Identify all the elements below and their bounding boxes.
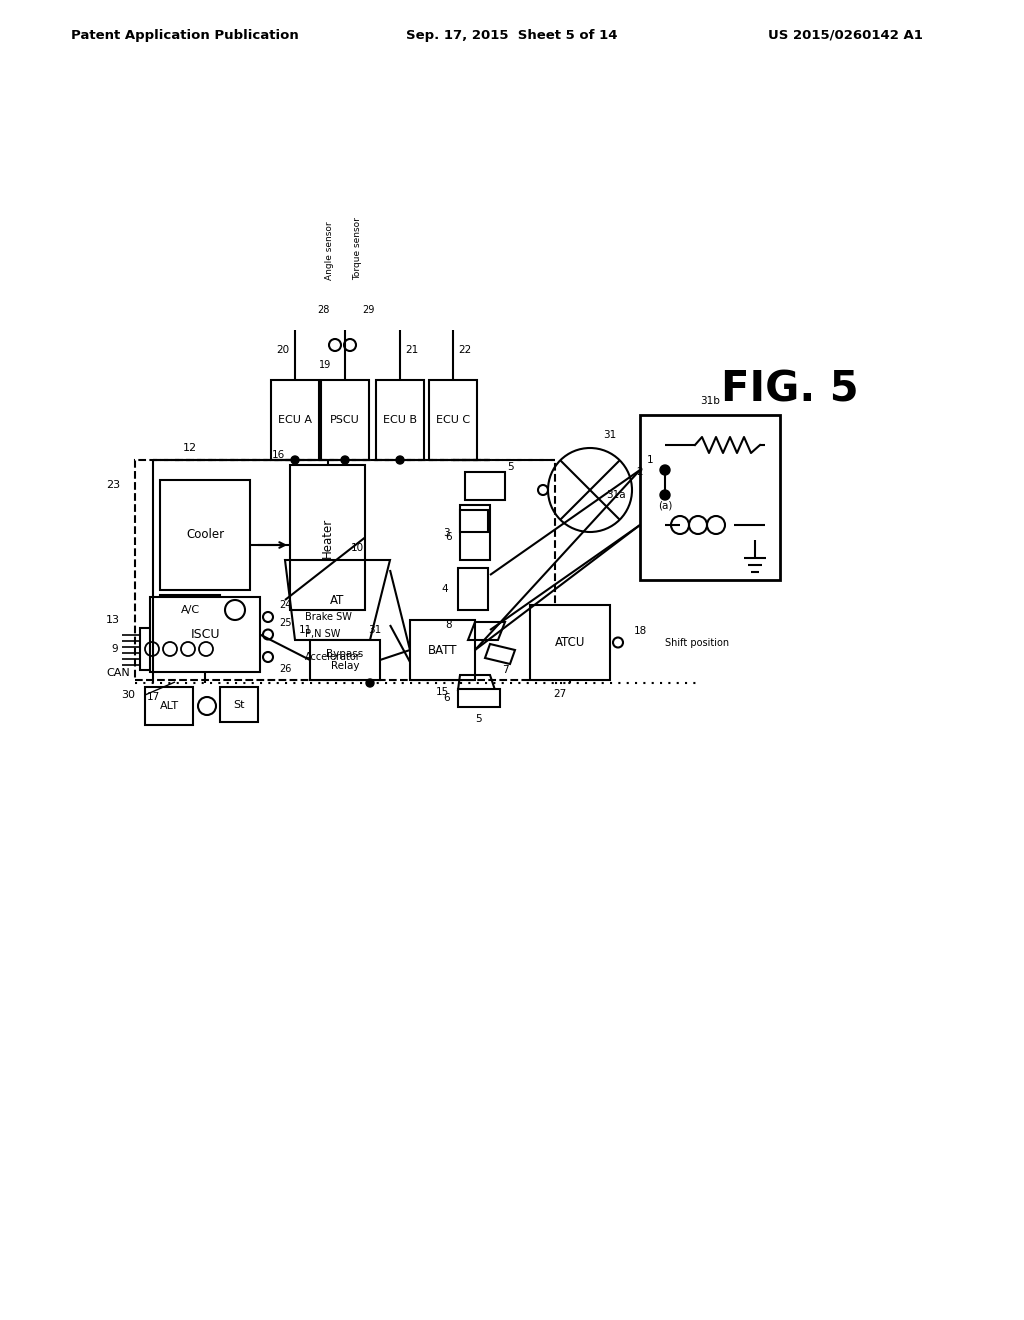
Bar — [135, 459, 555, 680]
Text: 23: 23 — [105, 480, 120, 490]
Text: (a): (a) — [658, 500, 673, 510]
Text: 13: 13 — [106, 615, 120, 624]
Text: 18: 18 — [634, 626, 646, 635]
Text: 6: 6 — [443, 693, 450, 704]
Circle shape — [660, 490, 670, 500]
Text: ECU B: ECU B — [383, 414, 417, 425]
Text: Cooler: Cooler — [186, 528, 224, 541]
Text: 3: 3 — [443, 528, 450, 537]
Bar — [150, 597, 260, 672]
Bar — [640, 414, 780, 579]
Bar — [310, 640, 380, 680]
Bar — [140, 628, 230, 671]
Text: 6: 6 — [445, 532, 452, 543]
Text: ATCU: ATCU — [555, 636, 585, 649]
Text: 8: 8 — [445, 620, 452, 630]
Circle shape — [660, 465, 670, 475]
Text: 5: 5 — [476, 714, 482, 723]
Bar — [376, 380, 424, 459]
Circle shape — [341, 455, 349, 465]
Text: 4: 4 — [441, 583, 449, 594]
Text: Sep. 17, 2015  Sheet 5 of 14: Sep. 17, 2015 Sheet 5 of 14 — [407, 29, 617, 41]
Text: BATT: BATT — [428, 644, 458, 656]
Text: 10: 10 — [351, 543, 365, 553]
Text: Shift position: Shift position — [665, 638, 729, 648]
Text: 29: 29 — [361, 305, 374, 315]
Text: 20: 20 — [276, 345, 290, 355]
Text: Heater: Heater — [321, 517, 334, 557]
Text: 21: 21 — [406, 345, 419, 355]
Text: ECU A: ECU A — [278, 414, 312, 425]
Text: 9: 9 — [112, 644, 118, 653]
Text: 24: 24 — [279, 601, 291, 610]
Bar — [220, 686, 258, 722]
Text: 2: 2 — [637, 467, 643, 477]
Text: 31b: 31b — [700, 396, 720, 407]
Text: ALT: ALT — [160, 701, 178, 711]
Bar — [271, 380, 319, 459]
Text: 27: 27 — [553, 689, 566, 700]
Text: Accelerator: Accelerator — [305, 652, 360, 663]
Text: 22: 22 — [459, 345, 472, 355]
Text: 12: 12 — [183, 444, 197, 453]
Text: CAN: CAN — [106, 668, 130, 678]
Bar — [460, 506, 490, 560]
Bar — [458, 689, 500, 708]
Text: PSCU: PSCU — [330, 414, 359, 425]
Text: Brake SW: Brake SW — [305, 612, 352, 622]
Text: Patent Application Publication: Patent Application Publication — [71, 29, 299, 41]
Text: 19: 19 — [318, 360, 331, 370]
Bar — [160, 595, 220, 624]
Text: 30: 30 — [121, 690, 135, 700]
Text: Torque sensor: Torque sensor — [353, 216, 362, 280]
Text: St: St — [233, 700, 245, 710]
Text: ISCU: ISCU — [190, 628, 220, 642]
Text: 26: 26 — [279, 664, 291, 675]
Circle shape — [291, 455, 299, 465]
Bar — [321, 380, 369, 459]
Bar — [465, 473, 505, 500]
Text: 28: 28 — [316, 305, 329, 315]
Bar — [429, 380, 477, 459]
Text: 31a: 31a — [606, 490, 626, 500]
Text: A/C: A/C — [180, 605, 200, 615]
Bar — [530, 605, 610, 680]
Text: 25: 25 — [279, 618, 291, 627]
Bar — [145, 686, 193, 725]
Text: 31: 31 — [369, 624, 382, 635]
Text: 1: 1 — [647, 455, 653, 465]
Text: FIG. 5: FIG. 5 — [721, 370, 859, 411]
Text: 7: 7 — [502, 665, 508, 675]
Text: 31: 31 — [603, 430, 616, 440]
Text: 17: 17 — [146, 692, 160, 702]
Circle shape — [396, 455, 404, 465]
Text: AT: AT — [331, 594, 345, 606]
Text: Bypass
Relay: Bypass Relay — [327, 649, 364, 671]
Text: 15: 15 — [436, 686, 450, 697]
Text: ECU C: ECU C — [436, 414, 470, 425]
Text: Angle sensor: Angle sensor — [326, 222, 335, 280]
Text: US 2015/0260142 A1: US 2015/0260142 A1 — [768, 29, 923, 41]
Circle shape — [366, 678, 374, 686]
Bar — [160, 480, 250, 590]
Bar — [458, 568, 488, 610]
Text: 16: 16 — [271, 450, 285, 459]
Text: 11: 11 — [298, 624, 311, 635]
Bar — [460, 510, 488, 532]
Text: P,N SW: P,N SW — [305, 630, 340, 639]
Bar — [290, 465, 365, 610]
Text: 5: 5 — [507, 462, 513, 473]
Bar — [410, 620, 475, 680]
